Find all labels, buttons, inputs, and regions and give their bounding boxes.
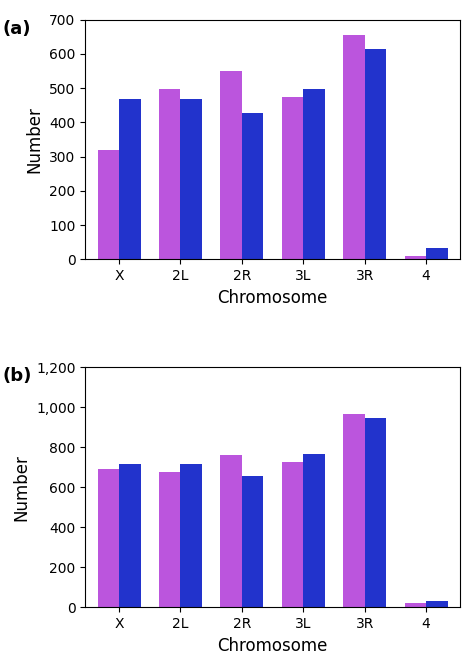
Bar: [242, 113, 264, 259]
X-axis label: Chromosome: Chromosome: [218, 289, 328, 307]
Bar: [181, 464, 202, 607]
Bar: [220, 71, 242, 259]
Bar: [242, 476, 264, 607]
Bar: [404, 603, 426, 607]
Bar: [365, 49, 386, 259]
Y-axis label: Number: Number: [26, 106, 44, 173]
Bar: [282, 462, 303, 607]
Y-axis label: Number: Number: [12, 454, 30, 521]
Bar: [404, 256, 426, 259]
Bar: [119, 464, 141, 607]
Bar: [343, 414, 365, 607]
Bar: [98, 469, 119, 607]
Bar: [282, 97, 303, 259]
Bar: [98, 150, 119, 259]
Bar: [181, 99, 202, 259]
Bar: [303, 89, 325, 259]
Bar: [220, 455, 242, 607]
Text: (b): (b): [3, 368, 32, 385]
Bar: [343, 35, 365, 259]
Bar: [426, 601, 447, 607]
X-axis label: Chromosome: Chromosome: [218, 637, 328, 653]
Bar: [159, 89, 181, 259]
Bar: [365, 419, 386, 607]
Bar: [303, 454, 325, 607]
Text: (a): (a): [3, 20, 31, 38]
Bar: [159, 471, 181, 607]
Bar: [119, 99, 141, 259]
Bar: [426, 248, 447, 259]
